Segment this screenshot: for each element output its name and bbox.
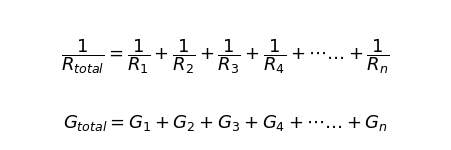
- Text: $G_{total} = G_1 + G_2 + G_3 + G_4 + \cdots\ldots+ G_n$: $G_{total} = G_1 + G_2 + G_3 + G_4 + \cd…: [63, 113, 388, 133]
- Text: $\dfrac{1}{R_{total}} = \dfrac{1}{R_1} + \dfrac{1}{R_2} + \dfrac{1}{R_3} + \dfra: $\dfrac{1}{R_{total}} = \dfrac{1}{R_1} +…: [61, 38, 390, 76]
